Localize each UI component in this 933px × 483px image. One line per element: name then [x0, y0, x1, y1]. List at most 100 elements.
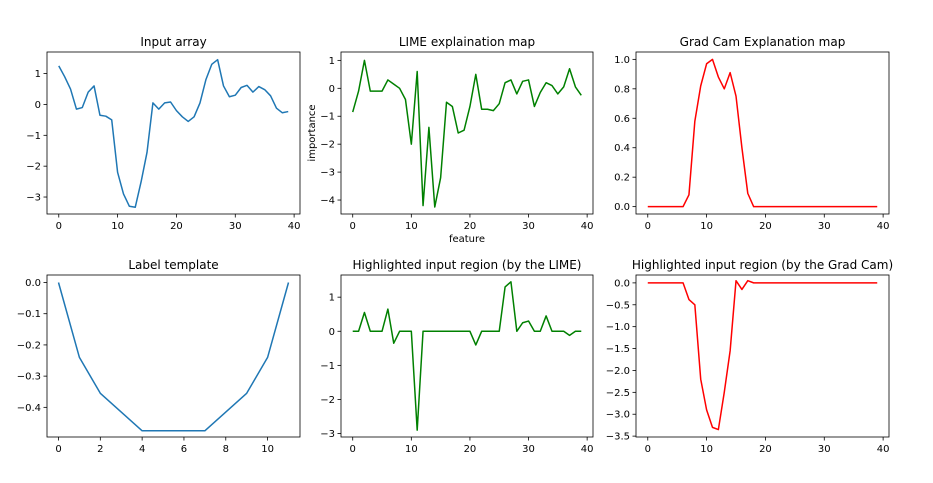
data-point	[788, 282, 789, 283]
y-tick-label: −1	[26, 131, 41, 142]
data-point	[440, 177, 441, 178]
data-point	[417, 430, 418, 431]
y-tick-label: −2	[26, 162, 41, 173]
data-point	[364, 60, 365, 61]
data-point	[176, 110, 177, 111]
data-point	[510, 281, 511, 282]
data-point	[794, 282, 795, 283]
data-point	[481, 109, 482, 110]
data-point	[152, 102, 153, 103]
y-tick-label: −3	[320, 429, 335, 440]
data-point	[771, 282, 772, 283]
data-point	[865, 282, 866, 283]
subplot-grad-cam-explanation-map: 0 10 20 30 40 1.0 0.8 0.6 0.4 0.2 0.0 Grad Cam Expl…	[614, 35, 889, 232]
data-point	[647, 282, 648, 283]
data-point	[694, 304, 695, 305]
x-axis-label: feature	[449, 234, 485, 245]
data-point	[393, 84, 394, 85]
data-point	[546, 315, 547, 316]
data-point	[534, 106, 535, 107]
data-point	[540, 92, 541, 93]
x-tick-label: 0	[645, 221, 651, 232]
data-point	[747, 193, 748, 194]
y-tick-label: 0	[329, 327, 335, 338]
chart-title: LIME explaination map	[399, 35, 535, 49]
data-point	[475, 344, 476, 345]
axes-frame	[635, 274, 890, 438]
data-point	[806, 282, 807, 283]
data-point	[700, 379, 701, 380]
y-tick-label: 0.0	[614, 202, 630, 213]
chart-title: Highlighted input region (by the LIME)	[352, 258, 581, 272]
data-point	[182, 116, 183, 117]
data-point	[812, 282, 813, 283]
y-tick-label: −2.5	[606, 388, 630, 399]
data-point	[569, 68, 570, 69]
data-point	[270, 95, 271, 96]
y-tick-label: −3	[26, 193, 41, 204]
y-tick-label: 1	[35, 69, 41, 80]
data-point	[422, 205, 423, 206]
x-tick-label: 30	[522, 221, 535, 232]
data-point	[183, 430, 184, 431]
data-point	[647, 206, 648, 207]
data-point	[411, 144, 412, 145]
data-point	[735, 280, 736, 281]
data-point	[79, 357, 80, 358]
data-point	[741, 147, 742, 148]
data-point	[288, 111, 289, 112]
data-point	[452, 331, 453, 332]
data-point	[428, 127, 429, 128]
series-line	[647, 279, 878, 431]
data-point	[877, 282, 878, 283]
data-point	[170, 101, 171, 102]
data-point	[665, 282, 666, 283]
data-point	[229, 96, 230, 97]
data-point	[688, 194, 689, 195]
data-point	[358, 331, 359, 332]
data-point	[58, 65, 59, 66]
data-point	[440, 331, 441, 332]
x-tick-label: 30	[229, 221, 242, 232]
y-tick-label: −2	[320, 395, 335, 406]
series-line	[647, 58, 878, 208]
chart-title: Label template	[128, 258, 218, 272]
x-tick-label: 20	[170, 221, 183, 232]
data-point	[551, 85, 552, 86]
data-point	[528, 320, 529, 321]
data-point	[677, 282, 678, 283]
data-point	[463, 130, 464, 131]
y-tick-label: 1	[329, 56, 335, 67]
subplot-label-template: 0 2 4 6 8 10 0.0 −0.1 −0.2 −0.3 −0.4 Label template	[17, 258, 301, 455]
data-point	[694, 121, 695, 122]
data-point	[252, 92, 253, 93]
series-line	[351, 59, 582, 208]
data-point	[162, 430, 163, 431]
x-tick-label: 20	[464, 444, 477, 455]
data-point	[504, 82, 505, 83]
x-tick-label: 6	[181, 444, 187, 455]
x-tick-label: 0	[56, 221, 62, 232]
data-point	[141, 181, 142, 182]
y-tick-label: 0.0	[25, 278, 41, 289]
data-point	[759, 282, 760, 283]
data-point	[376, 331, 377, 332]
data-point	[718, 76, 719, 77]
data-point	[100, 393, 101, 394]
data-point	[164, 102, 165, 103]
data-point	[475, 74, 476, 75]
data-point	[806, 206, 807, 207]
data-point	[487, 109, 488, 110]
data-point	[493, 110, 494, 111]
data-point	[528, 79, 529, 80]
data-point	[217, 59, 218, 60]
y-tick-label: −3	[320, 168, 335, 179]
y-tick-label: −0.3	[17, 372, 41, 383]
x-tick-label: 30	[818, 444, 831, 455]
data-point	[741, 289, 742, 290]
x-tick-label: 40	[288, 221, 301, 232]
data-point	[847, 206, 848, 207]
data-point	[575, 86, 576, 87]
x-tick-label: 10	[700, 444, 713, 455]
chart-title: Input array	[140, 35, 206, 49]
